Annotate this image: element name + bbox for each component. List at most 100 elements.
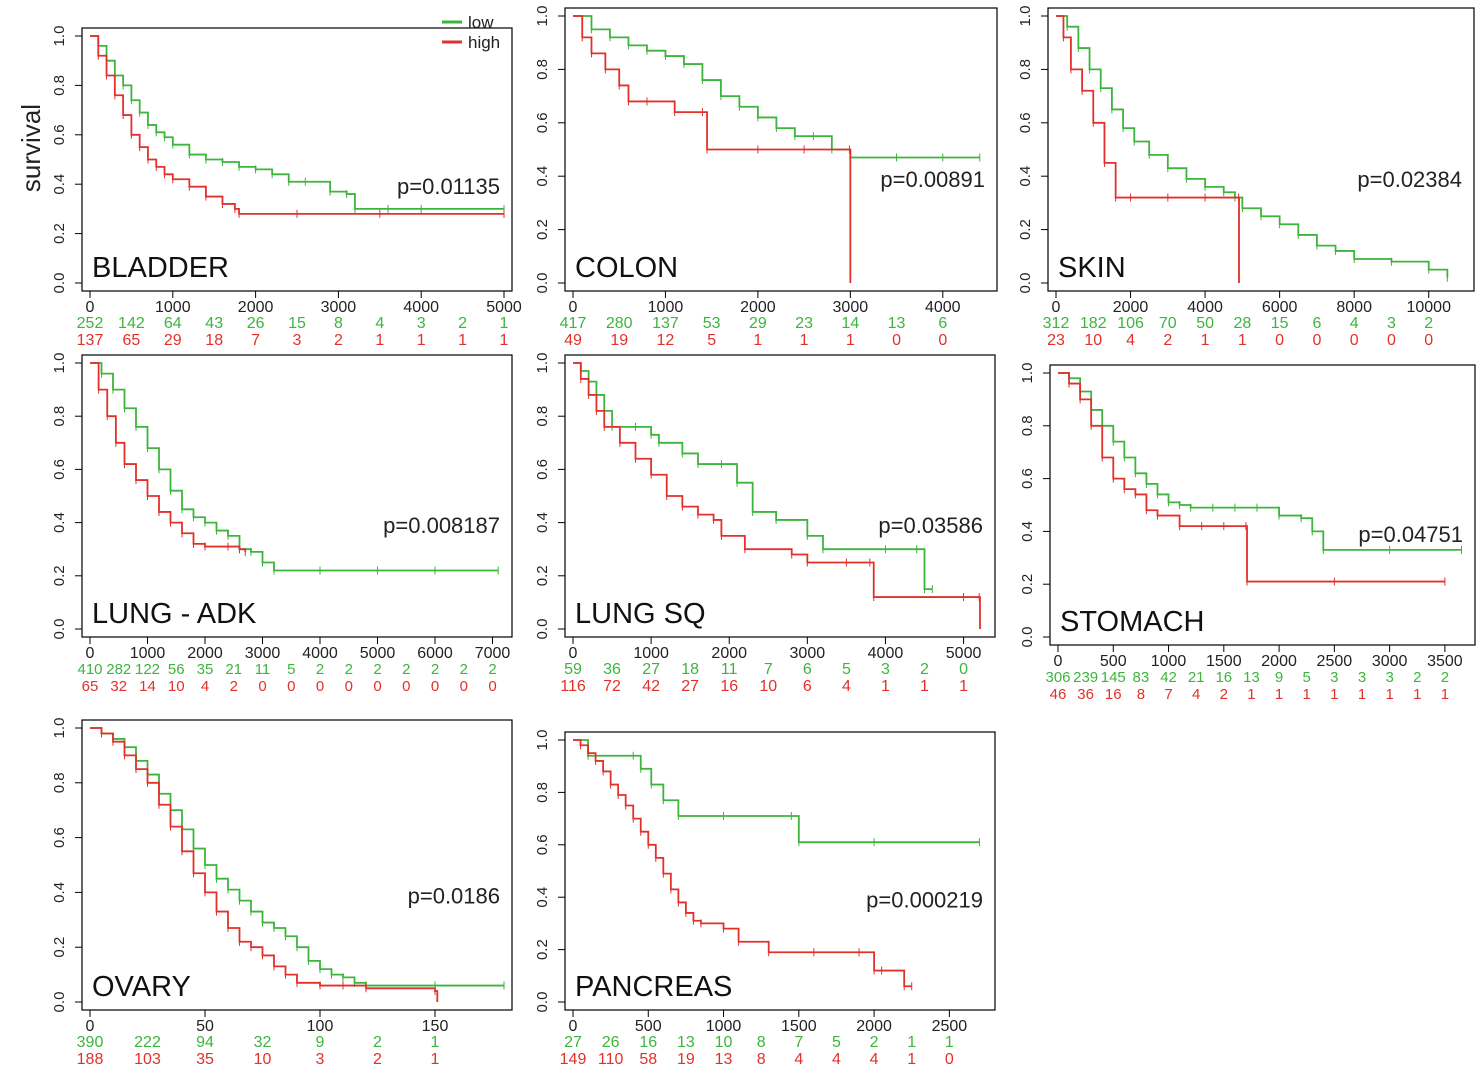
risk-high-cell: 1 [458,332,467,349]
risk-high-cell: 2 [373,1051,382,1065]
risk-high-cell: 0 [488,678,496,695]
risk-low-cell: 3 [881,661,890,678]
p-value: p=0.04751 [1358,522,1463,547]
risk-low-cell: 21 [1188,669,1205,686]
x-tick-label: 3000 [790,645,826,662]
x-tick-label: 0 [1052,299,1061,316]
x-tick-label: 2000 [187,645,223,662]
y-tick-label: 1.0 [51,353,68,374]
risk-high-cell: 0 [345,678,353,695]
risk-low-cell: 2 [1441,669,1449,686]
risk-low-cell: 7 [764,661,773,678]
y-tick-label: 0.4 [534,512,551,533]
risk-high-cell: 1 [1330,686,1338,703]
risk-high-cell: 18 [205,332,223,349]
risk-high-cell: 149 [560,1051,587,1065]
risk-high-cell: 0 [1424,332,1433,349]
y-tick-label: 0.6 [51,827,68,848]
x-tick-label: 6000 [417,645,453,662]
risk-high-cell: 1 [1413,686,1421,703]
p-value: p=0.02384 [1357,167,1462,192]
x-tick-label: 1000 [155,299,191,316]
series-high-line [90,727,439,1002]
risk-low-cell: 106 [1117,315,1144,332]
y-tick-label: 0.2 [51,565,68,586]
y-tick-label: 0.6 [534,459,551,480]
y-tick-label: 0.2 [1017,219,1034,240]
risk-low-cell: 5 [832,1034,841,1051]
risk-high-cell: 0 [892,332,901,349]
risk-high-cell: 4 [870,1051,879,1065]
risk-low-cell: 9 [1275,669,1283,686]
risk-high-cell: 4 [1126,332,1135,349]
risk-low-cell: 5 [287,661,295,678]
panel-title: PANCREAS [575,971,732,1003]
risk-low-cell: 26 [247,315,265,332]
risk-high-cell: 2 [334,332,343,349]
risk-low-cell: 5 [1303,669,1311,686]
y-tick-label: 0.0 [51,273,68,294]
panel-title: LUNG - ADK [92,598,257,630]
y-tick-label: 0.8 [1017,59,1034,80]
risk-high-cell: 1 [500,332,509,349]
risk-high-cell: 0 [373,678,381,695]
y-tick-label: 1.0 [534,353,551,374]
risk-low-cell: 2 [870,1034,879,1051]
risk-high-cell: 137 [77,332,104,349]
plot-frame [564,731,996,1011]
panel-title: COLON [575,252,678,284]
risk-high-cell: 2 [230,678,238,695]
x-tick-label: 2000 [1261,653,1297,670]
risk-low-cell: 6 [803,661,812,678]
x-tick-label: 50 [196,1018,214,1035]
x-tick-label: 5000 [946,645,982,662]
x-tick-label: 1000 [1151,653,1187,670]
risk-low-cell: 27 [642,661,660,678]
risk-high-cell: 10 [168,678,185,695]
risk-high-cell: 0 [1275,332,1284,349]
risk-high-cell: 1 [800,332,809,349]
plot-frame [81,354,513,638]
risk-low-cell: 23 [795,315,813,332]
risk-high-cell: 6 [803,678,812,695]
x-tick-label: 0 [1054,653,1063,670]
risk-high-cell: 16 [720,678,738,695]
x-tick-label: 150 [422,1018,449,1035]
risk-low-cell: 2 [1413,669,1421,686]
risk-high-cell: 0 [1350,332,1359,349]
y-tick-label: 0.2 [51,223,68,244]
plot-frame [564,354,996,638]
risk-high-cell: 32 [110,678,127,695]
risk-high-cell: 36 [1077,686,1094,703]
risk-high-cell: 0 [1312,332,1321,349]
plot-frame [1047,7,1475,292]
panel-stomach: 0.0 0.2 0.4 0.6 0.8 1.0 0 500 1000 1500 2000 2500 30… [1019,363,1476,703]
risk-high-cell: 5 [707,332,716,349]
risk-high-cell: 27 [681,678,699,695]
y-tick-label: 0.8 [534,406,551,427]
risk-low-cell: 6 [1312,315,1321,332]
risk-low-cell: 64 [164,315,182,332]
x-tick-label: 1000 [633,645,669,662]
risk-high-cell: 1 [1201,332,1210,349]
risk-low-cell: 16 [639,1034,657,1051]
risk-low-cell: 182 [1080,315,1107,332]
x-tick-label: 3500 [1427,653,1463,670]
risk-low-cell: 27 [564,1034,582,1051]
x-tick-label: 2500 [932,1018,968,1035]
risk-high-cell: 12 [657,332,675,349]
x-tick-label: 10000 [1406,299,1451,316]
p-value: p=0.000219 [866,888,983,913]
panel-pancreas: 0.0 0.2 0.4 0.6 0.8 1.0 0 500 1000 1500 2000 2500 PA… [534,730,996,1065]
x-tick-label: 2000 [1113,299,1149,316]
y-tick-label: 0.2 [51,937,68,958]
panel-title: OVARY [92,971,191,1003]
risk-low-cell: 15 [288,315,306,332]
p-value: p=0.008187 [383,513,500,538]
risk-low-cell: 390 [77,1034,104,1051]
risk-low-cell: 145 [1101,669,1126,686]
risk-low-cell: 70 [1159,315,1177,332]
y-tick-label: 0.8 [534,59,551,80]
x-tick-label: 0 [569,1018,578,1035]
risk-high-cell: 0 [938,332,947,349]
